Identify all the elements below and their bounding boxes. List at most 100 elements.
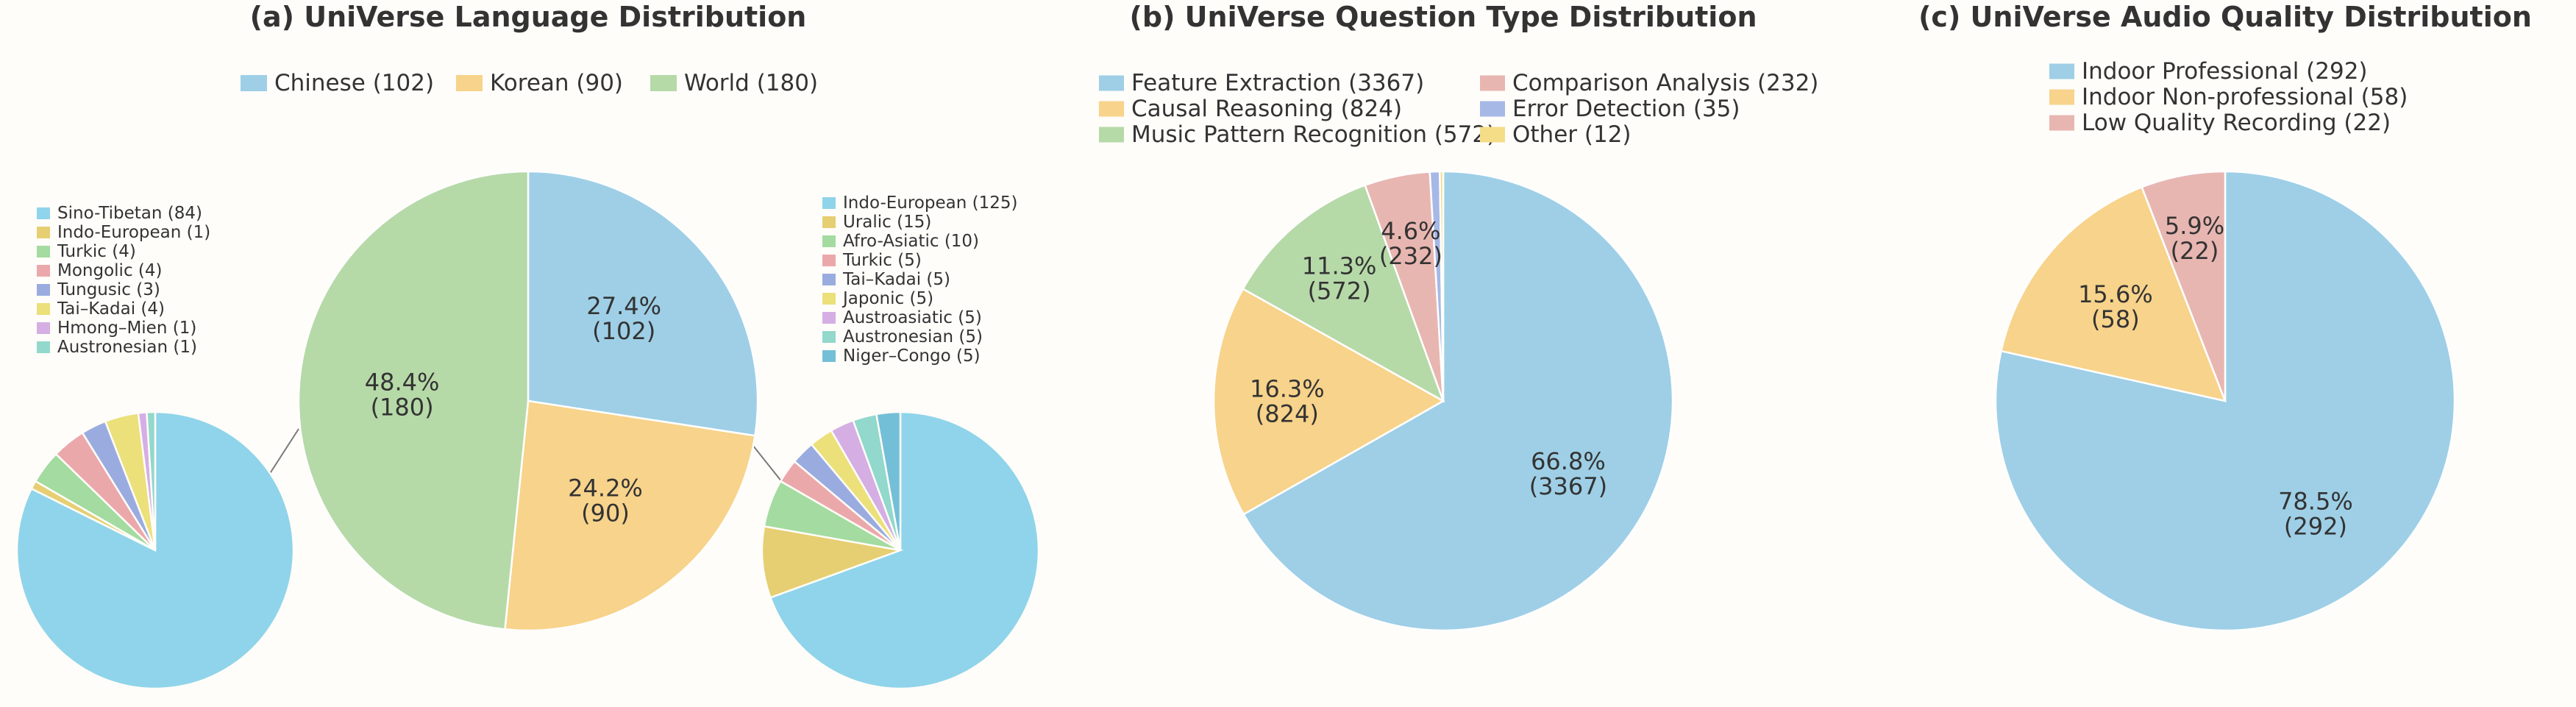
language-value-label-world: (180) <box>371 393 434 421</box>
legend-world-label-afro-asiatic: Afro-Asiatic (10) <box>843 232 979 251</box>
legend-world-swatch-austronesian <box>822 331 836 343</box>
panel-audio-quality-distribution: (c) UniVerse Audio Quality Distribution … <box>1918 1 2532 632</box>
legend-question-swatch-causal-reasoning <box>1099 101 1124 117</box>
legend-chinese-swatch-sino-tibetan <box>37 207 50 219</box>
legend-language-swatch-korean <box>456 75 483 91</box>
pie-question-type: 66.8%(3367) 16.3%(824) 11.3%(572) 4.6%(232) <box>1212 170 1674 632</box>
legend-chinese-swatch-tai-kadai <box>37 303 50 315</box>
legend-world-label-tai-kadai: Tai–Kadai (5) <box>842 270 950 289</box>
question-percent-label-feature-extraction: 66.8% <box>1531 447 1606 475</box>
question-value-label-causal-reasoning: (824) <box>1256 400 1319 428</box>
connector-chinese <box>268 428 299 475</box>
language-value-label-chinese: (102) <box>592 317 655 345</box>
legend-chinese-swatch-austronesian <box>37 341 50 353</box>
world-slice-niger-congo <box>875 411 902 551</box>
pie-world-families <box>761 411 1040 690</box>
question-value-label-music-pattern-recognition: (572) <box>1308 277 1371 305</box>
legend-chinese-label-sino-tibetan: Sino-Tibetan (84) <box>57 204 202 223</box>
pie-chinese-families <box>15 411 295 690</box>
legend-chinese-label-mongolic: Mongolic (4) <box>57 261 162 280</box>
title-language-distribution: (a) UniVerse Language Distribution <box>250 1 807 33</box>
legend-world-label-turkic: Turkic (5) <box>842 251 922 270</box>
question-slice-music-pattern-recognition <box>1242 184 1445 403</box>
legend-chinese-label-austronesian: Austronesian (1) <box>57 338 197 357</box>
legend-audio-label-low-quality-recording: Low Quality Recording (22) <box>2082 110 2391 136</box>
legend-question-label-error-detection: Error Detection (35) <box>1512 96 1740 122</box>
legend-question-swatch-error-detection <box>1480 101 1505 117</box>
audio-value-label-low-quality-recording: (22) <box>2171 237 2219 265</box>
question-value-label-feature-extraction: (3367) <box>1529 472 1607 500</box>
legend-world-swatch-austroasiatic <box>822 312 836 324</box>
audio-value-label-indoor-non-professional: (58) <box>2091 305 2140 333</box>
legend-audio-label-indoor-professional: Indoor Professional (292) <box>2082 58 2368 85</box>
legend-chinese-swatch-turkic <box>37 246 50 257</box>
legend-world-swatch-turkic <box>822 255 836 266</box>
legend-question-label-feature-extraction: Feature Extraction (3367) <box>1131 70 1424 96</box>
pie-audio-quality: 78.5%(292) 15.6%(58) 5.9%(22) <box>1994 170 2456 632</box>
legend-world-swatch-tai-kadai <box>822 274 836 285</box>
language-slice-korean <box>504 399 756 632</box>
legend-chinese-label-turkic: Turkic (4) <box>57 242 136 261</box>
question-value-label-comparison-analysis: (232) <box>1379 242 1442 270</box>
audio-slice-indoor-non-professional <box>1999 185 2227 402</box>
language-value-label-korean: (90) <box>581 500 630 527</box>
question-percent-label-comparison-analysis: 4.6% <box>1381 217 1440 245</box>
legend-question-swatch-comparison-analysis <box>1480 75 1505 91</box>
pie-language-main: 27.4%(102) 24.2%(90) 48.4%(180) <box>297 170 759 632</box>
audio-percent-label-indoor-non-professional: 15.6% <box>2078 280 2153 308</box>
legend-chinese-label-indo-european: Indo-European (1) <box>57 223 210 242</box>
legend-language-swatch-chinese <box>241 75 267 91</box>
legend-language-label-chinese: Chinese (102) <box>274 70 434 96</box>
legend-question-label-causal-reasoning: Causal Reasoning (824) <box>1131 96 1402 122</box>
legend-world-swatch-indo-european <box>822 197 836 209</box>
panel-question-type-distribution: (b) UniVerse Question Type Distribution … <box>1099 1 1818 632</box>
audio-slice-low-quality-recording <box>2141 170 2227 402</box>
legend-question-swatch-music-pattern-recognition <box>1099 127 1124 143</box>
legend-world-swatch-uralic <box>822 216 836 228</box>
legend-question-label-comparison-analysis: Comparison Analysis (232) <box>1512 70 1818 96</box>
legend-world-label-austroasiatic: Austroasiatic (5) <box>843 308 982 327</box>
legend-question-swatch-feature-extraction <box>1099 75 1124 91</box>
legend-world-label-indo-european: Indo-European (125) <box>843 193 1017 213</box>
panel-language-distribution: (a) UniVerse Language Distribution Chine… <box>15 1 1040 690</box>
legend-world-label-uralic: Uralic (15) <box>843 213 931 232</box>
legend-question-type: Feature Extraction (3367)Causal Reasonin… <box>1099 70 1818 148</box>
legend-question-swatch-other <box>1480 127 1505 143</box>
legend-audio-label-indoor-non-professional: Indoor Non-professional (58) <box>2082 84 2408 110</box>
question-slice-other <box>1439 170 1445 402</box>
legend-world-label-niger-congo: Niger–Congo (5) <box>843 347 981 366</box>
title-audio-quality-distribution: (c) UniVerse Audio Quality Distribution <box>1918 1 2532 33</box>
legend-chinese-families: Sino-Tibetan (84)Indo-European (1)Turkic… <box>37 204 210 357</box>
legend-language-label-korean: Korean (90) <box>490 70 623 96</box>
audio-percent-label-low-quality-recording: 5.9% <box>2165 212 2224 240</box>
legend-chinese-swatch-hmong-mien <box>37 322 50 334</box>
question-percent-label-music-pattern-recognition: 11.3% <box>1302 252 1377 280</box>
legend-audio-swatch-indoor-non-professional <box>2049 89 2074 105</box>
legend-language-label-world: World (180) <box>684 70 818 96</box>
language-slice-chinese <box>527 170 759 437</box>
legend-question-label-music-pattern-recognition: Music Pattern Recognition (572) <box>1131 121 1495 148</box>
legend-chinese-swatch-tungusic <box>37 284 50 296</box>
legend-world-label-japonic: Japonic (5) <box>842 289 933 308</box>
legend-question-label-other: Other (12) <box>1512 121 1632 148</box>
language-slice-world <box>297 170 530 630</box>
legend-chinese-label-hmong-mien: Hmong–Mien (1) <box>57 319 196 338</box>
legend-chinese-label-tai-kadai: Tai–Kadai (4) <box>57 299 165 319</box>
chinese-slice-austronesian <box>146 411 157 551</box>
question-slice-causal-reasoning <box>1212 287 1445 516</box>
language-percent-label-korean: 24.2% <box>568 475 643 502</box>
legend-world-swatch-niger-congo <box>822 350 836 362</box>
legend-world-families: Indo-European (125)Uralic (15)Afro-Asiat… <box>822 193 1017 366</box>
legend-world-swatch-japonic <box>822 293 836 305</box>
question-percent-label-causal-reasoning: 16.3% <box>1250 375 1325 403</box>
connector-lines <box>268 428 783 483</box>
legend-audio-quality: Indoor Professional (292)Indoor Non-prof… <box>2049 58 2408 136</box>
legend-world-swatch-afro-asiatic <box>822 235 836 247</box>
legend-chinese-swatch-indo-european <box>37 227 50 238</box>
connector-world <box>752 445 783 483</box>
legend-audio-swatch-indoor-professional <box>2049 63 2074 79</box>
legend-language-distribution: Chinese (102) Korean (90) World (180) <box>241 70 818 96</box>
audio-value-label-indoor-professional: (292) <box>2284 512 2347 540</box>
language-percent-label-chinese: 27.4% <box>586 292 661 320</box>
